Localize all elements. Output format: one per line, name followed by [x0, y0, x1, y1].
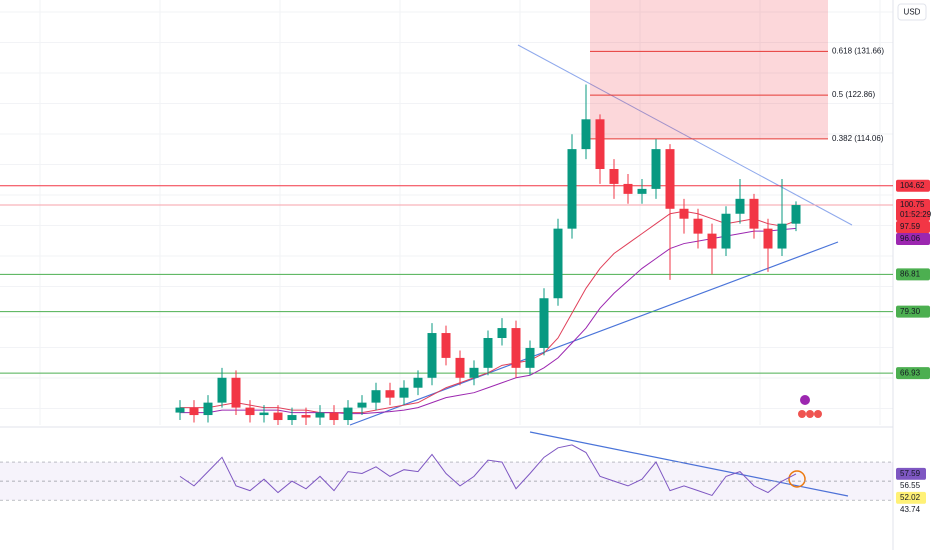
candle-body	[679, 208, 689, 219]
candle-body	[749, 198, 759, 229]
candle-body	[175, 407, 185, 413]
candle-body	[539, 298, 549, 348]
candle-body	[763, 228, 773, 249]
price-label-box	[896, 367, 930, 380]
candle-body	[721, 213, 731, 249]
candle-body	[343, 407, 353, 421]
rsi-label: 43.74	[900, 505, 921, 514]
candle-body	[609, 169, 619, 184]
candle-body	[245, 407, 255, 416]
candle-body	[329, 412, 339, 421]
price-label-box	[896, 305, 930, 318]
price-label: 86.81	[900, 269, 921, 278]
candle-body	[735, 198, 745, 214]
candle-body	[567, 149, 577, 229]
fib-label: 0.5 (122.86)	[832, 90, 875, 99]
event-icons	[798, 395, 822, 418]
countdown: 01:52:29	[900, 210, 932, 219]
rsi-highlight	[788, 470, 806, 488]
price-label: 96.06	[900, 234, 921, 243]
price-label-box	[896, 221, 930, 234]
candle-body	[791, 205, 801, 224]
candle-body	[637, 188, 647, 194]
candle-body	[595, 119, 605, 170]
candle-body	[301, 415, 311, 418]
price-label-box	[896, 199, 930, 222]
candle-body	[217, 377, 227, 403]
fib-label: 0.618 (131.66)	[832, 47, 884, 56]
price-label-box	[896, 179, 930, 192]
candle-body	[315, 412, 325, 418]
price-label-box	[896, 268, 930, 281]
candles	[175, 84, 801, 425]
price-label: 104.62	[900, 181, 925, 190]
rsi-label: 52.02	[900, 493, 921, 502]
rsi-label: 56.55	[900, 481, 921, 490]
candle-body	[259, 412, 269, 416]
candle-body	[497, 328, 507, 339]
price-label-box	[896, 233, 930, 246]
rsi-label-box	[896, 491, 926, 504]
candle-body	[651, 149, 661, 189]
candle-body	[469, 367, 479, 378]
event-icon[interactable]	[800, 395, 810, 405]
rsi-line	[179, 444, 797, 497]
grid	[0, 0, 893, 425]
fib-label: 0.382 (114.06)	[832, 134, 884, 143]
candle-body	[399, 387, 409, 398]
candle-body	[203, 402, 213, 416]
candle-body	[231, 377, 241, 408]
candle-body	[525, 347, 535, 368]
candle-body	[707, 233, 717, 249]
price-label: 79.30	[900, 307, 921, 316]
candle-body	[385, 390, 395, 398]
ascending-trendline	[349, 241, 839, 426]
rsi-label: 57.59	[900, 469, 921, 478]
price-label: 97.59	[900, 222, 921, 231]
candle-body	[441, 333, 451, 358]
currency: USD	[904, 8, 921, 17]
rsi-label-box	[896, 467, 926, 480]
candle-body	[455, 357, 465, 378]
candle-body	[581, 119, 591, 150]
rsi-trendline	[529, 431, 849, 497]
candle-body	[189, 407, 199, 416]
descending-trendline	[517, 44, 853, 226]
moving-average	[180, 227, 797, 415]
event-icon[interactable]	[814, 410, 822, 418]
candle-body	[511, 328, 521, 368]
currency-box[interactable]	[897, 3, 927, 21]
candle-body	[553, 228, 563, 299]
candle-body	[287, 415, 297, 421]
candle-body	[371, 390, 381, 403]
candle-body	[273, 412, 283, 421]
candle-body	[357, 402, 367, 408]
candle-body	[623, 183, 633, 194]
price-label: 66.93	[900, 368, 921, 377]
fib-zone	[590, 0, 828, 139]
rsi-label-box	[896, 503, 926, 516]
candle-body	[483, 338, 493, 368]
candle-body	[665, 149, 675, 209]
event-icon[interactable]	[798, 410, 806, 418]
candle-body	[427, 333, 437, 378]
candle-body	[693, 218, 703, 234]
event-icon[interactable]	[806, 410, 814, 418]
candle-body	[777, 223, 787, 249]
candle-body	[413, 377, 423, 388]
price-label: 100.75	[900, 200, 925, 209]
rsi-label-box	[896, 479, 926, 492]
